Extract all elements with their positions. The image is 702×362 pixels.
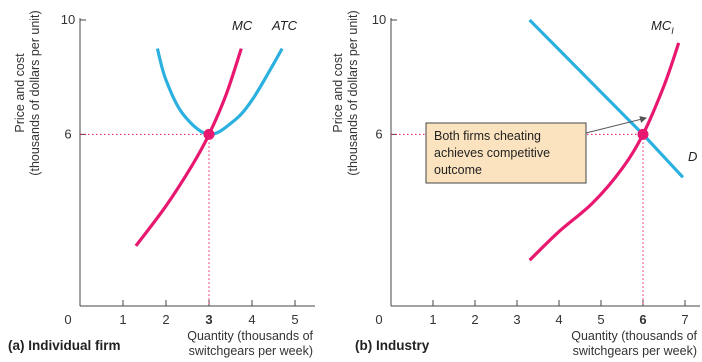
y-tick-label: 6	[375, 126, 382, 141]
x-axis-title-line-1: Quantity (thousands of	[571, 329, 697, 343]
x-tick-label: 4	[248, 312, 255, 327]
y-axis-title-line: Price and cost	[13, 53, 27, 133]
curve-mc	[528, 42, 681, 262]
curve-label-d: D	[688, 149, 697, 164]
annotation-line: achieves competitive	[434, 146, 550, 160]
curve-atc	[155, 47, 284, 137]
x-tick-label: 3	[205, 312, 212, 327]
curve-mc	[134, 48, 243, 247]
equilibrium-point	[203, 128, 215, 140]
x-axis-title-line-1: Quantity (thousands of	[187, 329, 313, 343]
curve-label-subscript: I	[671, 26, 674, 36]
annotation-line: outcome	[434, 163, 482, 177]
y-axis-title-line: Price and cost	[331, 53, 345, 133]
x-tick-label: 1	[119, 312, 126, 327]
x-axis-title-line-2: switchgears per week)	[189, 344, 313, 358]
x-tick-label: 5	[597, 312, 604, 327]
caption-panel-b: (b) Industry	[355, 338, 430, 353]
equilibrium-point	[637, 128, 649, 140]
x-tick-label: 6	[639, 312, 646, 327]
y-axis-title: Price and cost(thousands of dollars per …	[13, 10, 42, 175]
annotation-box	[425, 122, 587, 184]
caption-panel-a: (a) Individual firm	[8, 338, 121, 353]
y-tick-label: 10	[61, 12, 75, 27]
x-tick-label: 0	[64, 312, 71, 327]
y-axis-title: Price and cost(thousands of dollars per …	[331, 10, 360, 175]
x-tick-label: 5	[291, 312, 298, 327]
curve-label-mc: MC	[232, 18, 253, 33]
x-tick-label: 4	[555, 312, 562, 327]
x-tick-label: 2	[162, 312, 169, 327]
x-tick-label: 3	[513, 312, 520, 327]
x-tick-label: 2	[471, 312, 478, 327]
x-tick-label: 0	[375, 312, 382, 327]
annotation-line: Both firms cheating	[434, 129, 541, 143]
x-tick-label: 1	[429, 312, 436, 327]
y-axis-title-line: (thousands of dollars per unit)	[346, 10, 360, 175]
x-tick-label: 7	[681, 312, 688, 327]
y-axis-title-line: (thousands of dollars per unit)	[28, 10, 42, 175]
panel-b-industry: Price and cost(thousands of dollars per …	[331, 10, 700, 358]
y-tick-label: 6	[64, 126, 71, 141]
curve-label-atc: ATC	[271, 18, 298, 33]
y-tick-label: 10	[372, 12, 386, 27]
annotation-arrow	[585, 116, 647, 134]
curve-label-mc: MCI	[651, 18, 674, 36]
x-axis-title-line-2: switchgears per week)	[573, 344, 697, 358]
panel-a-individual-firm: Price and cost(thousands of dollars per …	[13, 10, 315, 358]
